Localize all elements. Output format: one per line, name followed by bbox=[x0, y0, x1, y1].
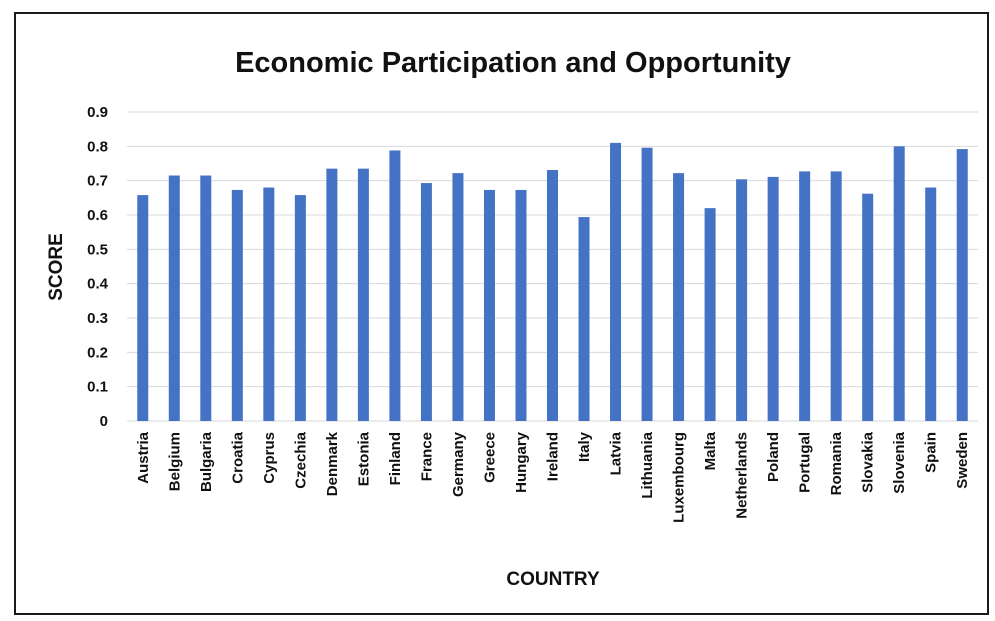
x-category-label: Spain bbox=[923, 432, 940, 473]
x-category-label: Slovenia bbox=[891, 431, 908, 493]
bar-sweden bbox=[956, 149, 968, 421]
x-category-label: Greece bbox=[481, 432, 498, 483]
x-category-label: Italy bbox=[576, 431, 593, 462]
bar-france bbox=[420, 183, 432, 421]
bar-slovakia bbox=[862, 193, 874, 421]
x-category-label: Lithuania bbox=[639, 431, 656, 498]
y-tick-label: 0.8 bbox=[87, 138, 108, 155]
bar-latvia bbox=[610, 142, 622, 421]
bar-portugal bbox=[799, 171, 811, 421]
bar-luxembourg bbox=[673, 173, 685, 421]
x-category-label: Romania bbox=[828, 431, 845, 495]
x-category-label: Netherlands bbox=[734, 432, 751, 519]
bar-netherlands bbox=[736, 179, 748, 421]
bar-finland bbox=[389, 150, 401, 421]
x-category-label: Estonia bbox=[355, 431, 372, 486]
y-tick-label: 0.2 bbox=[87, 344, 108, 361]
x-category-label: Slovakia bbox=[860, 431, 877, 493]
y-axis-title: SCORE bbox=[46, 233, 67, 301]
bar-estonia bbox=[357, 168, 369, 421]
y-tick-label: 0.7 bbox=[87, 173, 108, 190]
x-category-label: Austria bbox=[135, 431, 152, 483]
x-category-label: Cyprus bbox=[261, 432, 278, 484]
bar-spain bbox=[925, 187, 937, 421]
x-category-label: Belgium bbox=[166, 432, 183, 491]
y-tick-label: 0.9 bbox=[87, 104, 108, 121]
bar-bulgaria bbox=[200, 175, 212, 421]
x-category-label: Hungary bbox=[513, 431, 530, 493]
bar-malta bbox=[704, 208, 716, 421]
x-category-label: Czechia bbox=[292, 431, 309, 488]
bars bbox=[137, 142, 968, 422]
y-tick-label: 0.4 bbox=[87, 276, 109, 293]
y-tick-label: 0 bbox=[100, 413, 108, 430]
bar-cyprus bbox=[263, 187, 275, 421]
x-category-label: Malta bbox=[702, 431, 719, 470]
bar-belgium bbox=[168, 175, 180, 421]
x-axis-categories: Austria Belgium Bulgaria Croatia Cyprus Czech… bbox=[135, 431, 971, 523]
bar-czechia bbox=[294, 195, 306, 421]
x-category-label: Poland bbox=[765, 432, 782, 482]
bar-croatia bbox=[231, 189, 243, 421]
y-axis-ticks: 0 0.1 0.2 0.3 0.4 0.5 0.6 0.7 0.8 0.9 bbox=[87, 104, 109, 430]
x-category-label: Finland bbox=[387, 432, 404, 485]
bar-germany bbox=[452, 173, 464, 421]
x-category-label: France bbox=[418, 432, 435, 481]
bar-poland bbox=[767, 176, 779, 421]
y-tick-label: 0.3 bbox=[87, 310, 108, 327]
bar-lithuania bbox=[641, 147, 653, 421]
y-tick-label: 0.5 bbox=[87, 241, 108, 258]
bar-slovenia bbox=[893, 146, 905, 422]
bar-romania bbox=[830, 171, 842, 421]
x-category-label: Ireland bbox=[545, 432, 562, 481]
bar-italy bbox=[578, 217, 590, 421]
bar-hungary bbox=[515, 189, 527, 421]
y-tick-label: 0.6 bbox=[87, 207, 108, 224]
bar-ireland bbox=[547, 170, 558, 421]
bar-denmark bbox=[326, 168, 338, 421]
x-category-label: Denmark bbox=[324, 431, 341, 496]
x-axis-title: COUNTRY bbox=[506, 569, 600, 590]
x-category-label: Sweden bbox=[954, 432, 971, 489]
x-category-label: Croatia bbox=[229, 431, 246, 483]
x-category-label: Luxembourg bbox=[671, 432, 688, 523]
x-category-label: Bulgaria bbox=[198, 431, 215, 492]
x-category-label: Portugal bbox=[797, 432, 814, 493]
x-category-label: Germany bbox=[450, 431, 467, 497]
bar-greece bbox=[483, 189, 495, 421]
y-tick-label: 0.1 bbox=[87, 379, 108, 396]
bar-austria bbox=[137, 195, 149, 421]
chart-title: Economic Participation and Opportunity bbox=[235, 47, 791, 79]
x-category-label: Latvia bbox=[608, 431, 625, 475]
